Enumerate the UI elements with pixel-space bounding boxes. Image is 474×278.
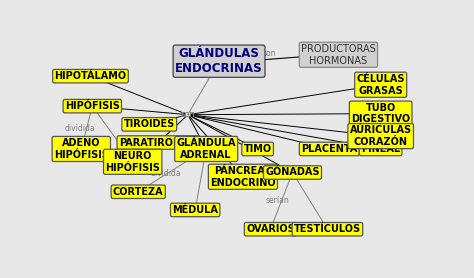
Text: ADENO
HIPÓFISIS: ADENO HIPÓFISIS xyxy=(54,138,109,160)
Text: serían: serían xyxy=(266,196,290,205)
Text: NEURO
HIPÓFISIS: NEURO HIPÓFISIS xyxy=(105,151,160,173)
Text: MÉDULA: MÉDULA xyxy=(172,205,218,215)
Text: dividida: dividida xyxy=(150,169,181,178)
Text: GÓNADAS: GÓNADAS xyxy=(265,168,320,177)
Text: PINEAL: PINEAL xyxy=(361,144,400,154)
Text: CORTEZA: CORTEZA xyxy=(113,187,164,197)
Text: PLACENTA: PLACENTA xyxy=(301,144,357,154)
Text: TUBO
DIGESTIVO: TUBO DIGESTIVO xyxy=(351,103,410,125)
Text: HIPÓFISIS: HIPÓFISIS xyxy=(65,101,120,111)
Text: TESTÍCULOS: TESTÍCULOS xyxy=(294,224,361,234)
Text: PRODUCTORAS
HORMONAS: PRODUCTORAS HORMONAS xyxy=(301,44,376,66)
Text: GLÁNDULA
ADRENAL: GLÁNDULA ADRENAL xyxy=(176,138,236,160)
Text: HIPOTÁLAMO: HIPOTÁLAMO xyxy=(55,71,127,81)
Text: OVARIOS: OVARIOS xyxy=(246,224,295,234)
Text: TIROIDES: TIROIDES xyxy=(124,119,175,129)
Text: dividida: dividida xyxy=(64,124,95,133)
Text: son: son xyxy=(181,110,195,119)
Text: son: son xyxy=(263,49,276,58)
Text: TIMO: TIMO xyxy=(244,144,272,154)
Text: CÉLULAS
GRASAS: CÉLULAS GRASAS xyxy=(356,74,405,96)
Text: PÁNCREAS
ENDOCRINO: PÁNCREAS ENDOCRINO xyxy=(210,166,276,188)
Text: son: son xyxy=(181,110,195,119)
Text: PARATIROIDES: PARATIROIDES xyxy=(119,138,198,148)
Text: GLÁNDULAS
ENDOCRINAS: GLÁNDULAS ENDOCRINAS xyxy=(175,47,263,75)
Text: AÚRICULAS
CORAZÓN: AÚRICULAS CORAZÓN xyxy=(350,125,412,147)
